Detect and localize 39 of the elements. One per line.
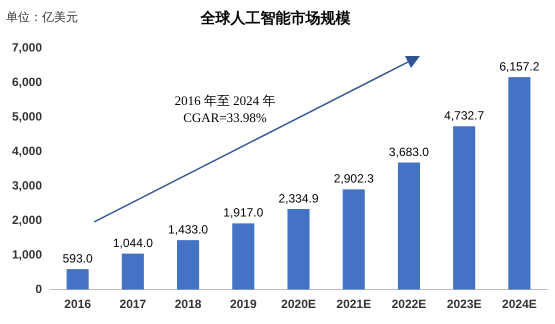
y-axis-title: 单位：亿美元 — [6, 9, 78, 26]
data-label: 4,732.7 — [444, 108, 485, 123]
bar — [122, 254, 144, 290]
bar — [398, 162, 420, 290]
data-label: 1,433.0 — [168, 222, 208, 236]
data-label: 2,902.3 — [334, 172, 374, 186]
bar — [232, 223, 254, 290]
x-tick-label: 2024E — [502, 297, 537, 312]
y-tick-label: 5,000 — [12, 109, 42, 124]
data-label: 6,157.2 — [499, 59, 540, 74]
y-tick-label: 1,000 — [12, 247, 42, 262]
annotation: CGAR=33.98% — [182, 109, 268, 126]
data-label: 593.0 — [62, 251, 93, 266]
x-tick-label: 2020E — [281, 297, 316, 312]
y-tick-label: 0 — [35, 282, 42, 296]
x-tick-label: 2019 — [230, 297, 257, 312]
bar — [342, 189, 365, 290]
x-tick-label: 2022E — [392, 297, 426, 312]
y-tick-label: 3,000 — [12, 178, 42, 192]
y-tick-label: 7,000 — [12, 40, 42, 54]
x-tick-label: 2018 — [174, 297, 202, 312]
y-tick-label: 6,000 — [12, 74, 42, 89]
y-tick-label: 4,000 — [12, 144, 42, 158]
bar — [453, 126, 476, 290]
data-label: 1,044.0 — [112, 236, 154, 250]
data-label: 1,917.0 — [223, 206, 264, 220]
annotation: 2016 年至 2024 年 — [174, 92, 276, 109]
y-tick-label: 2,000 — [12, 212, 42, 227]
x-tick-label: 2016 — [64, 297, 92, 312]
bar — [508, 77, 530, 290]
x-tick-label: 2021E — [336, 297, 372, 312]
x-tick-label: 2023E — [446, 297, 482, 312]
bar — [177, 240, 200, 290]
data-label: 2,334.9 — [278, 191, 319, 206]
chart-title: 全球人工智能市场规模 — [200, 8, 352, 27]
bar — [66, 269, 89, 290]
bar — [287, 209, 310, 290]
x-tick-label: 2017 — [120, 297, 147, 312]
data-label: 3,683.0 — [388, 144, 430, 159]
